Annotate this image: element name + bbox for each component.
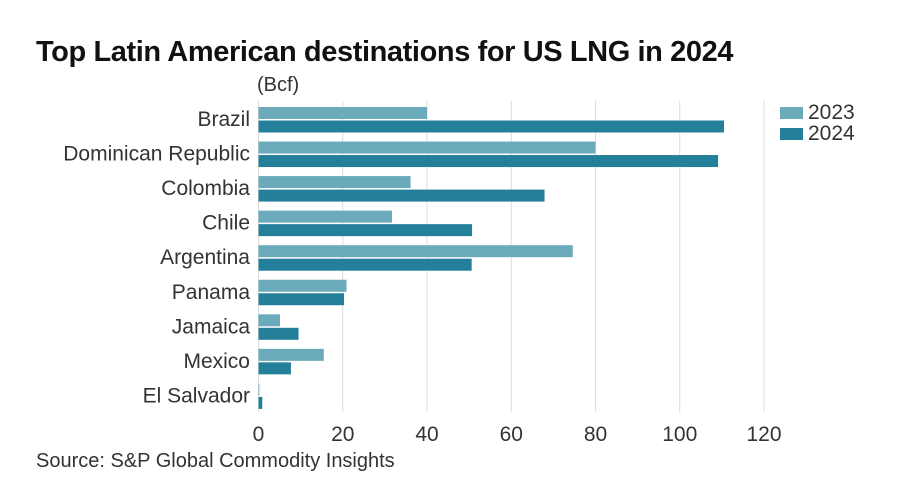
bar-2024 [258,155,719,168]
category-label: Jamaica [172,315,251,338]
x-tick-label: 20 [331,423,354,446]
bar-2023 [258,210,393,223]
legend-label: 2024 [808,122,855,145]
x-tick-label: 100 [662,423,697,446]
x-axis-ticks: 0 20 40 60 80 100 120 [253,423,782,446]
category-label: Argentina [160,246,250,269]
x-tick-label: 40 [415,423,438,446]
legend-swatch-2024 [780,128,803,140]
category-label: El Salvador [143,384,250,407]
bar-2024 [258,258,472,271]
unit-label: (Bcf) [257,74,300,96]
bar-2023 [258,245,573,258]
legend-label: 2023 [808,101,855,124]
bar-2023 [258,176,411,189]
bar-2023 [258,314,280,327]
source-note: Source: S&P Global Commodity Insights [36,450,395,472]
category-label: Dominican Republic [63,143,250,166]
bar-2023 [258,383,260,396]
x-tick-label: 0 [253,423,265,446]
category-label: Mexico [183,350,250,373]
category-label: Colombia [161,177,250,200]
x-tick-label: 120 [746,423,781,446]
category-labels: Brazil Dominican Republic Colombia Chile Arg… [63,108,250,407]
bar-2023 [258,107,427,119]
bar-2023 [258,348,324,361]
bar-2024 [258,362,291,375]
bar-2023 [258,279,347,292]
legend-swatch-2023 [780,107,803,119]
bar-2024 [258,293,345,306]
bar-2024 [258,396,263,409]
bar-2024 [258,120,724,133]
x-tick-label: 80 [584,423,607,446]
bar-2023 [258,141,596,154]
category-label: Panama [172,281,251,304]
category-label: Chile [202,212,250,235]
category-label: Brazil [197,108,250,131]
chart-title: Top Latin American destinations for US L… [36,36,734,68]
bar-2024 [258,189,545,202]
bar-2024 [258,224,473,237]
bar-2024 [258,327,299,340]
bars [258,107,724,409]
x-tick-label: 60 [500,423,523,446]
